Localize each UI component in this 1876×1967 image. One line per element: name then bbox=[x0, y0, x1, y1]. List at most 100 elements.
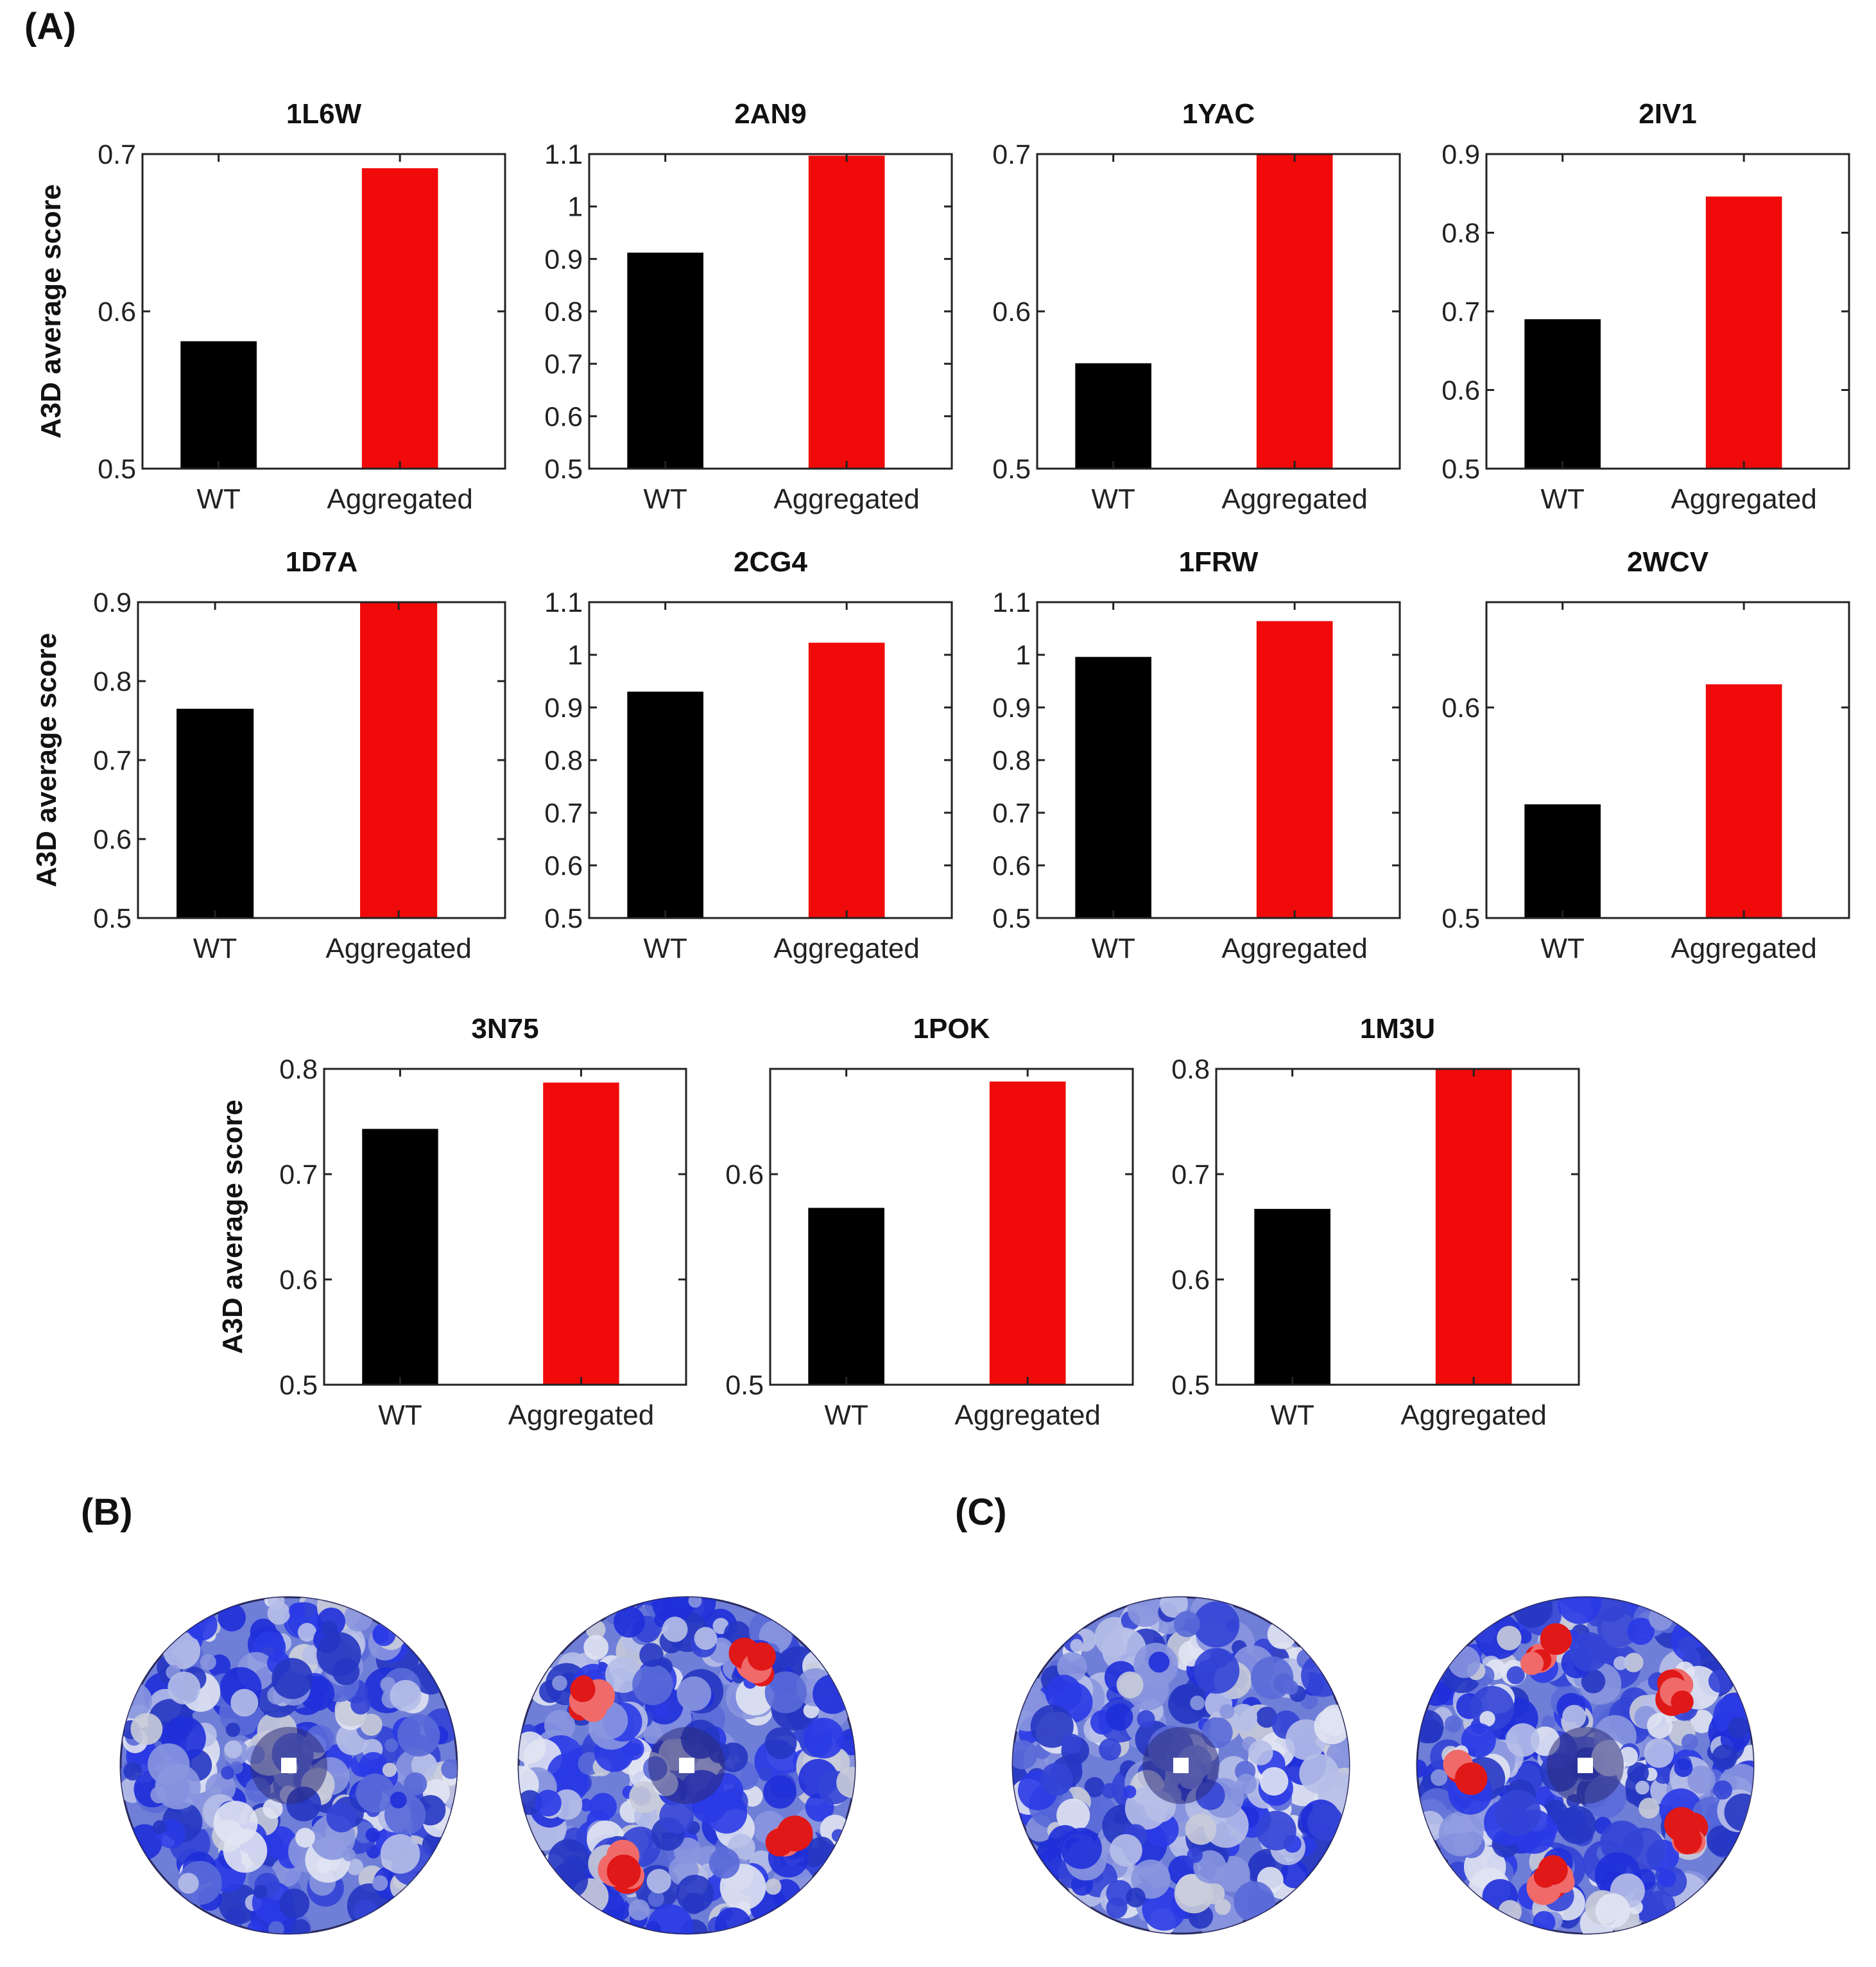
central-pore bbox=[679, 1758, 694, 1773]
chart-1YAC: 1YAC 0.5 0.6 0.7 WT Aggregated bbox=[992, 98, 1401, 515]
x-tick-label: WT bbox=[824, 1399, 868, 1431]
y-tick-label: 0.9 bbox=[544, 244, 583, 275]
hot-spot bbox=[1540, 1623, 1572, 1655]
y-tick-label: 0.5 bbox=[992, 454, 1031, 485]
y-tick-label: 0.7 bbox=[279, 1159, 318, 1190]
y-tick-label: 1.1 bbox=[544, 139, 583, 170]
y-tick-label: 0.6 bbox=[1171, 1265, 1210, 1295]
bar-wt bbox=[1075, 657, 1151, 918]
x-tick-label: Aggregated bbox=[773, 483, 920, 515]
molecular-surface-wt-b bbox=[119, 1596, 458, 1935]
chart-title: 3N75 bbox=[471, 1013, 538, 1044]
hot-spot bbox=[1520, 1652, 1544, 1676]
x-tick-label: Aggregated bbox=[1221, 483, 1368, 515]
chart-title: 1D7A bbox=[286, 546, 358, 578]
y-tick-label: 0.6 bbox=[992, 851, 1031, 881]
y-tick-label: 1 bbox=[567, 192, 583, 223]
y-tick-label: 0.6 bbox=[992, 297, 1031, 327]
x-tick-label: WT bbox=[1091, 933, 1135, 964]
y-tick-label: 1 bbox=[567, 640, 583, 671]
y-tick-label: 0.8 bbox=[279, 1054, 318, 1085]
x-tick-label: Aggregated bbox=[508, 1399, 655, 1431]
y-tick-label: 0.6 bbox=[544, 401, 583, 432]
y-tick-label: 0.8 bbox=[1441, 218, 1480, 249]
hot-spot bbox=[1673, 1826, 1702, 1855]
chart-2CG4: 2CG4 0.5 0.6 0.7 0.8 0.9 1 1.1 WT Aggregated bbox=[544, 546, 953, 964]
bar-wt bbox=[1075, 363, 1151, 469]
y-tick-label: 0.7 bbox=[1171, 1159, 1210, 1190]
surface-patches bbox=[519, 1597, 855, 1934]
y-tick-label: 0.5 bbox=[93, 903, 132, 934]
central-pore bbox=[1578, 1758, 1593, 1773]
chart-1POK: 1POK 0.5 0.6 WT Aggregated bbox=[725, 1013, 1134, 1431]
chart-title: 1L6W bbox=[286, 98, 362, 130]
bar-wt bbox=[1524, 804, 1601, 918]
bar-wt bbox=[627, 691, 703, 918]
y-tick-label: 0.7 bbox=[98, 139, 136, 170]
x-tick-label: Aggregated bbox=[1221, 933, 1368, 964]
hot-spot bbox=[1671, 1690, 1694, 1713]
bar-wt bbox=[362, 1129, 438, 1385]
y-axis-label: A3D average score bbox=[217, 1100, 248, 1354]
chart-2WCV: 2WCV 0.5 0.6 WT Aggregated bbox=[1441, 546, 1850, 964]
x-tick-label: Aggregated bbox=[327, 483, 473, 515]
x-tick-label: Aggregated bbox=[773, 933, 920, 964]
axes-frame bbox=[323, 1068, 687, 1386]
y-tick-label: 0.6 bbox=[1441, 693, 1480, 724]
bar-wt bbox=[1254, 1209, 1330, 1385]
y-tick-label: 0.9 bbox=[992, 693, 1031, 724]
y-axis-label: A3D average score bbox=[31, 633, 62, 887]
chart-3N75: 3N75 0.5 0.6 0.7 0.8 WT Aggregated A3D average … bbox=[217, 1013, 687, 1431]
y-tick-label: 0.7 bbox=[992, 139, 1031, 170]
bar-aggregated bbox=[808, 643, 885, 918]
y-tick-label: 0.5 bbox=[544, 903, 583, 934]
y-tick-label: 0.5 bbox=[98, 454, 136, 485]
hot-spot bbox=[1454, 1762, 1488, 1796]
x-tick-label: WT bbox=[1540, 933, 1584, 964]
x-tick-label: WT bbox=[1540, 483, 1584, 515]
bar-aggregated bbox=[543, 1082, 619, 1385]
y-tick-label: 0.9 bbox=[93, 587, 132, 618]
y-tick-label: 0.7 bbox=[544, 349, 583, 380]
chart-title: 1YAC bbox=[1182, 98, 1255, 130]
axes-frame bbox=[1485, 601, 1850, 919]
y-tick-label: 0.8 bbox=[544, 297, 583, 327]
axes-frame bbox=[769, 1068, 1134, 1386]
bar-aggregated bbox=[989, 1081, 1066, 1385]
y-tick-label: 0.9 bbox=[1441, 139, 1480, 170]
chart-1L6W: 1L6W 0.5 0.6 0.7 WT Aggregated A3D average sco… bbox=[35, 98, 506, 515]
chart-title: 2AN9 bbox=[734, 98, 807, 130]
central-pore bbox=[281, 1758, 297, 1773]
y-tick-label: 0.8 bbox=[1171, 1054, 1210, 1085]
bar-wt bbox=[176, 709, 254, 918]
chart-title: 1POK bbox=[913, 1013, 990, 1044]
y-tick-label: 0.7 bbox=[93, 745, 132, 776]
bar-aggregated bbox=[808, 155, 885, 469]
surface-patches bbox=[1013, 1597, 1349, 1934]
bar-aggregated bbox=[1705, 684, 1782, 918]
panel-label-c: (C) bbox=[955, 1491, 1007, 1533]
panel-label-b: (B) bbox=[81, 1491, 133, 1533]
y-tick-label: 0.6 bbox=[725, 1159, 764, 1190]
chart-title: 1M3U bbox=[1360, 1013, 1435, 1044]
x-tick-label: WT bbox=[193, 933, 237, 964]
bar-aggregated bbox=[360, 602, 438, 918]
hot-spot bbox=[777, 1815, 813, 1852]
chart-2AN9: 2AN9 0.5 0.6 0.7 0.8 0.9 1 1.1 WT Aggregated bbox=[544, 98, 953, 515]
x-tick-label: Aggregated bbox=[1400, 1399, 1547, 1431]
y-tick-label: 0.7 bbox=[544, 798, 583, 829]
y-tick-label: 0.5 bbox=[1441, 903, 1480, 934]
y-tick-label: 0.7 bbox=[1441, 297, 1480, 327]
bar-aggregated bbox=[361, 168, 438, 469]
x-tick-label: WT bbox=[643, 483, 687, 515]
y-tick-label: 0.8 bbox=[992, 745, 1031, 776]
chart-1D7A: 1D7A 0.5 0.6 0.7 0.8 0.9 WT Aggregated A3D avera… bbox=[31, 546, 506, 964]
chart-2IV1: 2IV1 0.5 0.6 0.7 0.8 0.9 WT Aggregated bbox=[1441, 98, 1850, 515]
y-tick-label: 1.1 bbox=[992, 587, 1031, 618]
x-tick-label: Aggregated bbox=[1671, 483, 1817, 515]
hot-spot bbox=[607, 1854, 641, 1889]
bar-aggregated bbox=[1435, 1069, 1512, 1385]
y-tick-label: 0.6 bbox=[279, 1265, 318, 1295]
chart-title: 1FRW bbox=[1179, 546, 1259, 578]
axes-frame bbox=[1215, 1068, 1580, 1386]
